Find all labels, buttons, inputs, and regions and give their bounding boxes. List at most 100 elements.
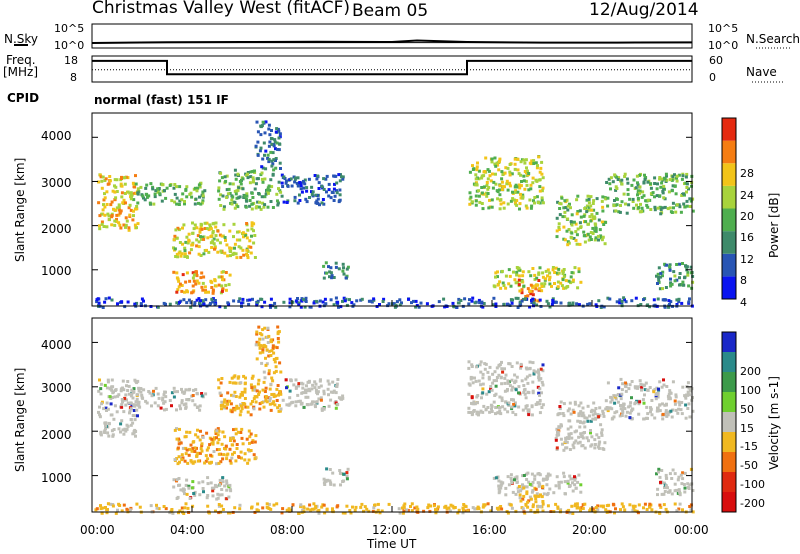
velocity-cbar-tick-m50: -50 — [740, 459, 758, 472]
power-colorbar-frame — [721, 117, 737, 300]
velocity-region-9 — [492, 471, 583, 497]
xtick-1: 04:00 — [170, 523, 205, 537]
xtick-4: 16:00 — [472, 523, 507, 537]
velocity-cbar-tick-m200: -200 — [740, 497, 765, 510]
nsky-label: N.Sky — [4, 32, 39, 46]
beam-label: Beam 05 — [352, 1, 429, 21]
cpid-value: normal (fast) 151 IF — [94, 93, 229, 107]
power-colorbar-swatch-0 — [722, 276, 736, 299]
station-title: Christmas Valley West (fitACF) — [92, 0, 351, 18]
velocity-colorbar-swatch-2 — [722, 372, 736, 392]
velocity-ytick-2000: 2000 — [41, 428, 72, 442]
power-colorbar-swatch-3 — [722, 208, 736, 232]
nsearch-tick-high: 10^5 — [708, 22, 739, 35]
velocity-cbar-tick-100: 100 — [740, 384, 761, 397]
date-label: 12/Aug/2014 — [589, 0, 699, 20]
power-region-7 — [322, 261, 350, 280]
power-region-14 — [95, 296, 694, 309]
power-region-8 — [468, 155, 545, 211]
velocity-colorbar-swatch-0 — [722, 332, 736, 352]
xtick-5: 20:00 — [572, 523, 607, 537]
velocity-region-5 — [254, 325, 283, 376]
velocity-colorbar-frame — [721, 331, 737, 513]
power-region-12 — [605, 172, 695, 216]
power-region-5 — [254, 120, 282, 171]
power-colorbar-swatch-1 — [722, 253, 736, 277]
velocity-cbar-tick-50: 50 — [740, 403, 754, 416]
velocity-region-1 — [129, 386, 208, 412]
power-cbar-tick-16: 16 — [740, 231, 754, 244]
velocity-region-3 — [172, 476, 233, 501]
velocity-region-6 — [279, 378, 345, 412]
power-region-4 — [217, 168, 283, 211]
velocity-region-4 — [217, 374, 283, 417]
nsky-tick-low: 10^0 — [54, 39, 85, 52]
velocity-region-8 — [467, 360, 545, 417]
power-region-11 — [555, 194, 608, 247]
power-cbar-tick-24: 24 — [740, 189, 754, 202]
cpid-label: CPID — [7, 91, 40, 105]
freq-tick-high: 18 — [64, 54, 78, 67]
velocity-ytick-4000: 4000 — [41, 338, 72, 352]
velocity-colorbar-swatch-5 — [722, 432, 736, 452]
power-colorbar-swatch-2 — [722, 231, 736, 254]
nave-tick-low: 0 — [709, 71, 716, 84]
freq-unit-label: [MHz] — [3, 65, 39, 79]
power-cbar-tick-8: 8 — [740, 274, 747, 287]
power-region-9 — [492, 266, 583, 290]
power-colorbar-swatch-7 — [722, 118, 736, 141]
power-ytick-4000: 4000 — [41, 129, 72, 143]
velocity-region-11 — [554, 400, 608, 452]
velocity-region-2 — [173, 427, 258, 466]
nsky-tick-high: 10^5 — [54, 22, 85, 35]
velocity-cbar-tick-15: 15 — [740, 422, 754, 435]
nave-tick-high: 60 — [709, 54, 723, 67]
velocity-region-12 — [604, 377, 695, 421]
power-region-0 — [97, 173, 140, 232]
power-ytick-3000: 3000 — [41, 176, 72, 190]
xtick-6: 00:00 — [674, 523, 709, 537]
power-region-3 — [172, 270, 232, 295]
velocity-ytick-3000: 3000 — [41, 381, 72, 395]
power-cbar-tick-4: 4 — [740, 296, 747, 309]
power-ytick-2000: 2000 — [41, 222, 72, 236]
noise-panel-frame — [91, 23, 693, 49]
velocity-colorbar-swatch-8 — [722, 492, 736, 512]
velocity-cbar-tick-m15: -15 — [740, 440, 758, 453]
power-region-6 — [280, 173, 345, 207]
power-cbar-tick-20: 20 — [740, 210, 754, 223]
velocity-colorbar-swatch-6 — [722, 452, 736, 472]
velocity-region-13 — [655, 467, 695, 497]
velocity-region-10 — [517, 484, 545, 510]
nave-label: Nave — [746, 65, 777, 79]
velocity-colorbar-swatch-3 — [722, 392, 736, 412]
xaxis-label: Time UT — [367, 537, 417, 551]
power-region-2 — [172, 221, 257, 260]
velocity-ytick-1000: 1000 — [41, 471, 72, 485]
freq-tick-low: 8 — [70, 71, 77, 84]
xtick-0: 00:00 — [80, 523, 115, 537]
power-region-13 — [655, 262, 695, 291]
power-ytick-1000: 1000 — [41, 264, 72, 278]
power-colorbar-swatch-5 — [722, 163, 736, 186]
freq-panel-frame — [91, 55, 693, 83]
power-cbar-tick-12: 12 — [740, 253, 754, 266]
nsearch-label: N.Search — [746, 32, 800, 46]
power-cbar-tick-28: 28 — [740, 167, 754, 180]
velocity-colorbar-swatch-1 — [722, 352, 736, 372]
velocity-cbar-tick-200: 200 — [740, 365, 761, 378]
velocity-region-14 — [94, 502, 695, 515]
velocity-region-0 — [97, 378, 140, 438]
freq-series — [92, 59, 692, 76]
power-colorbar-swatch-6 — [722, 140, 736, 164]
xtick-3: 12:00 — [372, 523, 407, 537]
velocity-colorbar-swatch-7 — [722, 472, 736, 492]
power-colorbar-swatch-4 — [722, 185, 736, 209]
freq-label: Freq. — [6, 53, 36, 67]
velocity-region-7 — [322, 467, 350, 487]
nsearch-tick-low: 10^0 — [708, 39, 739, 52]
xtick-2: 08:00 — [270, 523, 305, 537]
velocity-cbar-tick-m100: -100 — [740, 478, 765, 491]
power-region-1 — [129, 181, 207, 206]
